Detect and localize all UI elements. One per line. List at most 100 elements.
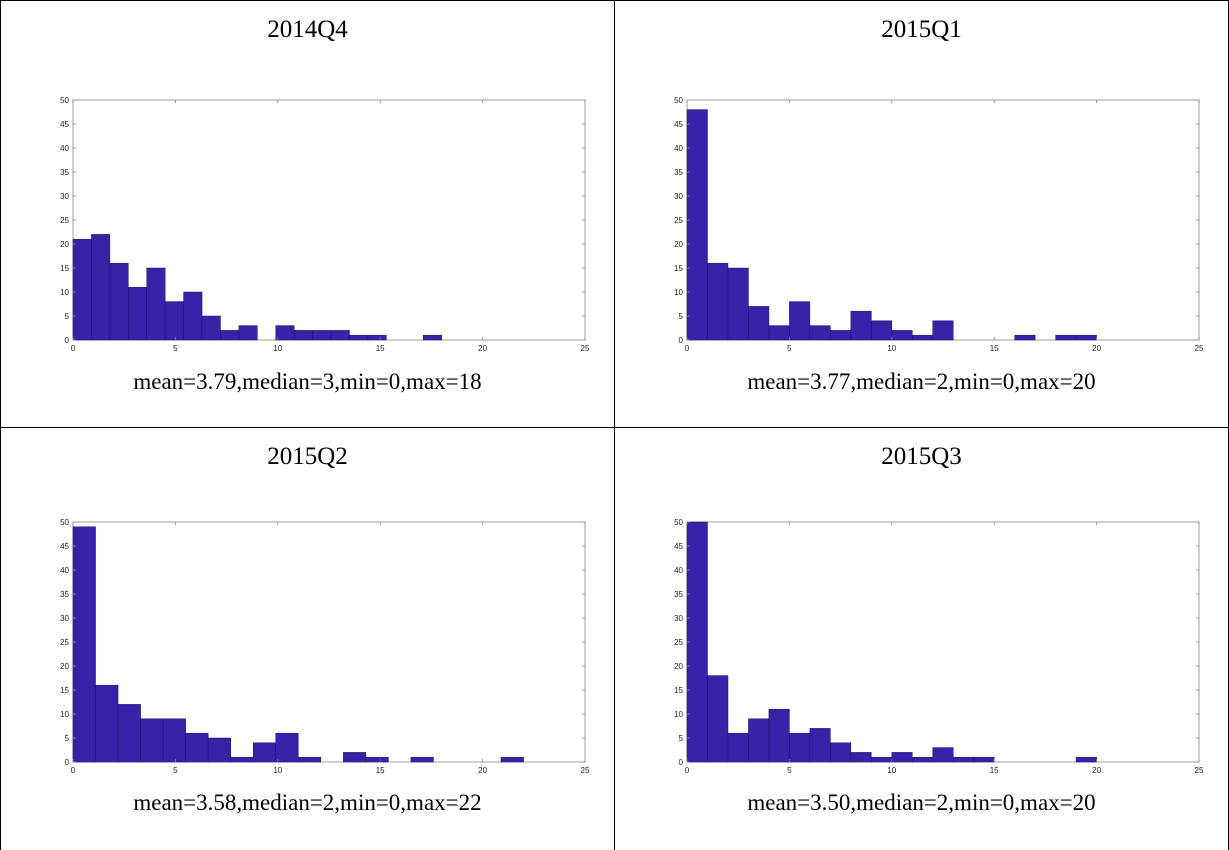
histogram-bar — [312, 330, 332, 341]
histogram-bar — [952, 756, 974, 763]
y-tick-label: 20 — [60, 662, 69, 671]
histogram-bar — [768, 708, 790, 763]
histogram-bar — [727, 267, 749, 341]
histogram-bar — [912, 334, 934, 341]
x-tick-label: 5 — [173, 766, 178, 775]
y-tick-label: 10 — [674, 710, 683, 719]
y-tick-label: 20 — [674, 240, 683, 249]
y-tick-label: 50 — [674, 96, 683, 105]
histogram-bar — [220, 330, 240, 341]
x-tick-label: 20 — [478, 344, 487, 353]
y-tick-label: 15 — [674, 686, 683, 695]
histogram-bar — [349, 334, 369, 341]
y-tick-label: 35 — [674, 168, 683, 177]
histogram-bar — [830, 330, 852, 341]
histogram-bar — [91, 234, 111, 341]
histogram-bar — [850, 310, 872, 341]
histogram-bar — [748, 306, 770, 341]
histogram-bar — [201, 315, 221, 341]
histogram-bar — [185, 732, 209, 763]
x-tick-label: 10 — [887, 344, 896, 353]
x-tick-label: 25 — [581, 344, 590, 353]
histogram-bar — [95, 684, 119, 763]
x-tick-label: 20 — [1092, 766, 1101, 775]
histogram-bar — [422, 334, 442, 341]
histogram-bar — [298, 756, 322, 763]
histogram-bar — [768, 325, 790, 341]
y-tick-label: 35 — [60, 590, 69, 599]
x-tick-label: 25 — [581, 766, 590, 775]
y-tick-label: 25 — [60, 638, 69, 647]
x-tick-label: 0 — [685, 344, 690, 353]
histogram-bar — [707, 262, 729, 341]
histogram-bar — [238, 325, 258, 341]
y-tick-label: 0 — [679, 336, 684, 345]
panel-title: 2015Q2 — [267, 443, 348, 470]
histogram-chart: 0 5 10 15 20 25 0 5 10 15 20 25 30 35 40 45 50 — [674, 518, 1204, 775]
x-tick-label: 10 — [887, 766, 896, 775]
histogram-bar — [330, 330, 350, 341]
histogram-bar — [293, 330, 313, 341]
y-tick-label: 5 — [65, 734, 70, 743]
histogram-bar — [1075, 334, 1097, 341]
y-tick-label: 5 — [65, 312, 70, 321]
x-tick-label: 5 — [787, 766, 792, 775]
y-tick-label: 25 — [60, 216, 69, 225]
y-tick-label: 15 — [60, 264, 69, 273]
y-tick-label: 30 — [674, 614, 683, 623]
panel-2015q2: 2015Q2 0 5 10 15 20 25 0 5 10 15 20 25 30 35 40 45 50 me… — [1, 428, 614, 850]
histogram-bar — [871, 320, 893, 341]
panel-summary-caption: mean=3.77,median=2,min=0,max=20 — [747, 369, 1096, 394]
y-tick-label: 45 — [60, 542, 69, 551]
y-tick-label: 10 — [60, 710, 69, 719]
histogram-bar — [275, 732, 299, 763]
y-tick-label: 10 — [674, 288, 683, 297]
histogram-bar — [1055, 334, 1077, 341]
histogram-bar — [109, 262, 129, 341]
y-tick-label: 45 — [674, 120, 683, 129]
histogram-bar — [230, 756, 254, 763]
y-tick-label: 40 — [674, 144, 683, 153]
x-tick-label: 20 — [478, 766, 487, 775]
y-tick-label: 20 — [674, 662, 683, 671]
histogram-bar — [72, 526, 96, 763]
y-tick-label: 30 — [60, 614, 69, 623]
table-border-middle-vertical — [614, 0, 615, 850]
histogram-bar — [164, 301, 184, 341]
histogram-bar — [162, 718, 186, 763]
histogram-bar — [707, 675, 729, 763]
panel-summary-caption: mean=3.50,median=2,min=0,max=20 — [747, 790, 1096, 815]
y-tick-label: 30 — [674, 192, 683, 201]
histogram-bar — [789, 732, 811, 763]
y-tick-label: 45 — [674, 542, 683, 551]
y-tick-label: 10 — [60, 288, 69, 297]
x-tick-label: 0 — [71, 344, 76, 353]
histogram-bar — [146, 267, 166, 341]
histogram-bar — [973, 756, 995, 763]
histogram-bar — [117, 704, 141, 763]
histogram-bar — [686, 521, 708, 763]
x-tick-label: 10 — [273, 766, 282, 775]
x-tick-label: 15 — [990, 344, 999, 353]
histogram-chart: 0 5 10 15 20 25 0 5 10 15 20 25 30 35 40 45 50 — [60, 518, 590, 775]
histogram-bar — [183, 291, 203, 341]
x-tick-label: 15 — [990, 766, 999, 775]
y-tick-label: 50 — [60, 518, 69, 527]
y-tick-label: 5 — [679, 312, 684, 321]
y-tick-label: 15 — [674, 264, 683, 273]
y-tick-label: 25 — [674, 638, 683, 647]
y-tick-label: 50 — [674, 518, 683, 527]
histogram-bar — [830, 742, 852, 763]
x-tick-label: 5 — [787, 344, 792, 353]
table-border-left — [0, 0, 1, 850]
panel-summary-caption: mean=3.79,median=3,min=0,max=18 — [133, 369, 482, 394]
histogram-bar — [891, 330, 913, 341]
y-tick-label: 40 — [60, 566, 69, 575]
panel-title: 2015Q1 — [881, 16, 962, 43]
y-tick-label: 30 — [60, 192, 69, 201]
y-tick-label: 40 — [674, 566, 683, 575]
y-tick-label: 0 — [65, 336, 70, 345]
histogram-bar — [367, 334, 387, 341]
x-tick-label: 20 — [1092, 344, 1101, 353]
